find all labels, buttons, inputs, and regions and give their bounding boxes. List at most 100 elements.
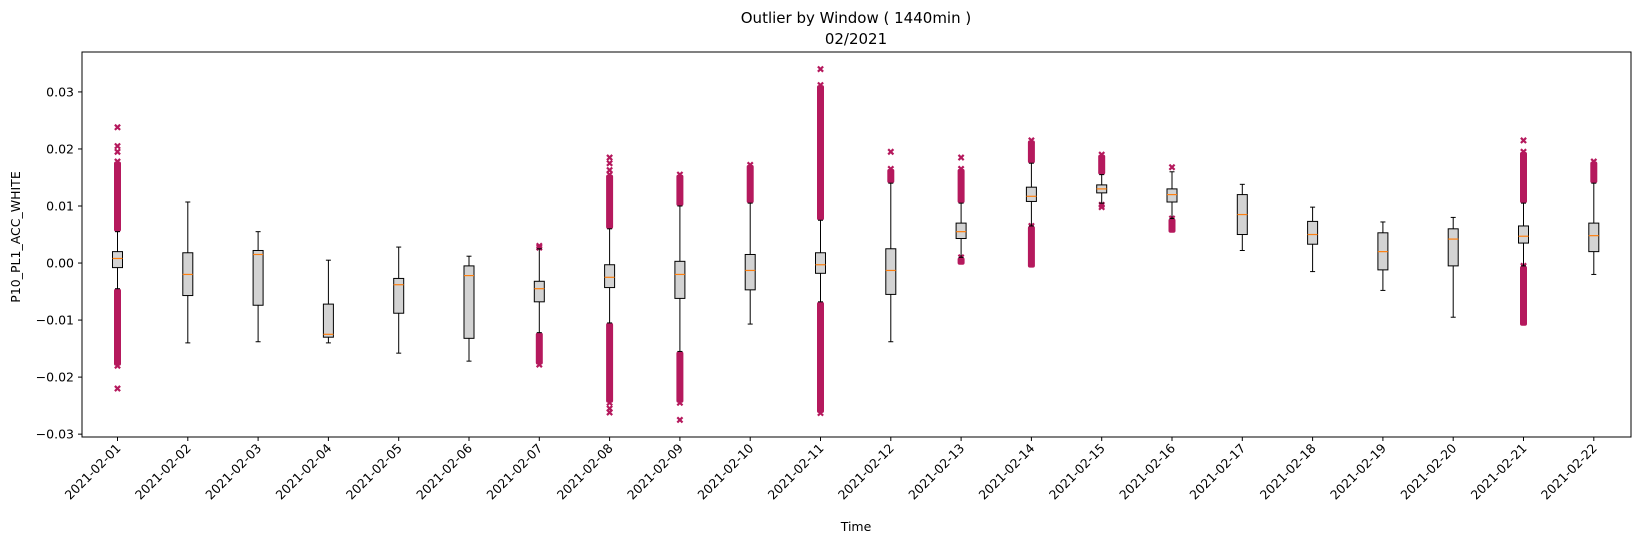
outlier-marker [746, 161, 754, 169]
outlier-marker [535, 361, 543, 368]
outlier-marker [114, 158, 121, 165]
x-tick-label: 2021-02-20 [1397, 440, 1459, 502]
outlier-marker [114, 142, 121, 150]
y-tick-label: −0.01 [36, 313, 74, 328]
outlier-band-low [1520, 265, 1527, 326]
outlier-marker [1098, 151, 1106, 159]
x-tick-label: 2021-02-19 [1327, 440, 1389, 502]
box-body [744, 253, 756, 291]
box-body [393, 277, 405, 314]
axes: −0.03 −0.02 −0.01 0.00 0.01 0.02 0.03 2021-02-0… [36, 51, 1632, 503]
outlier-marker [676, 171, 684, 179]
box-2021-02-02 [182, 201, 194, 344]
outlier-band-high [1590, 161, 1598, 184]
box-body [1025, 186, 1037, 202]
chart-subtitle: 02/2021 [825, 30, 887, 48]
x-tick-label: 2021-02-09 [624, 440, 686, 502]
x-tick-label: 2021-02-05 [343, 441, 405, 503]
box-2021-02-06 [463, 255, 475, 362]
x-tick-label: 2021-02-11 [765, 441, 827, 503]
outlier-band-high [676, 174, 684, 206]
outlier-marker [606, 405, 613, 412]
outlier-marker [1520, 137, 1527, 144]
box-body [1588, 222, 1600, 253]
x-tick-label: 2021-02-07 [483, 441, 545, 503]
x-tick-label: 2021-02-01 [62, 441, 124, 503]
y-tick-label: 0.01 [46, 199, 74, 214]
x-tick-label: 2021-02-04 [273, 440, 335, 502]
outlier-marker [817, 409, 824, 417]
y-tick-label: 0.00 [46, 256, 74, 271]
box-body [1518, 225, 1529, 244]
box-body [1307, 220, 1319, 245]
box-body [1166, 188, 1178, 203]
outlier-marker [535, 244, 543, 252]
box-body [1447, 228, 1459, 267]
x-tick-label: 2021-02-03 [202, 441, 264, 503]
outlier-band-high [817, 85, 824, 221]
x-tick-label: 2021-02-22 [1538, 441, 1600, 503]
box-2021-02-21 [1518, 137, 1529, 326]
x-tick-label: 2021-02-13 [905, 441, 967, 503]
chart-title: Outlier by Window ( 1440min ) [741, 9, 971, 27]
box-body [815, 252, 826, 274]
y-tick-label: −0.03 [36, 427, 74, 442]
outlier-band-low [817, 301, 824, 414]
outlier-marker [817, 65, 824, 73]
outlier-band-low [606, 322, 614, 403]
box-2021-02-09 [674, 171, 686, 424]
box-body [463, 265, 475, 339]
box-2021-02-20 [1447, 216, 1459, 318]
box-2021-02-22 [1588, 158, 1600, 275]
outlier-marker [1168, 163, 1176, 171]
x-axis-label: Time [840, 519, 872, 534]
x-tick-label: 2021-02-16 [1116, 440, 1178, 502]
x-tick-label: 2021-02-18 [1257, 440, 1319, 502]
box-2021-02-16 [1166, 163, 1178, 233]
x-tick-label: 2021-02-17 [1186, 441, 1248, 503]
box-body [322, 303, 334, 338]
outlier-marker [114, 123, 121, 131]
outlier-band-low [676, 351, 684, 403]
outlier-marker [887, 165, 895, 173]
y-tick-label: 0.03 [46, 84, 74, 99]
outlier-marker [535, 242, 543, 250]
x-tick-label: 2021-02-02 [132, 441, 194, 503]
outlier-marker [676, 399, 684, 407]
box-2021-02-05 [393, 246, 405, 354]
outlier-band-high [887, 168, 895, 184]
box-2021-02-07 [533, 242, 545, 368]
y-tick-label: −0.02 [36, 370, 74, 385]
outlier-band-high [114, 161, 121, 232]
box-2021-02-10 [744, 161, 756, 325]
x-tick-label: 2021-02-10 [694, 440, 756, 502]
x-tick-label: 2021-02-12 [835, 441, 897, 503]
box-2021-02-12 [885, 148, 897, 343]
outlier-marker [114, 148, 121, 156]
x-tick-label: 2021-02-15 [1046, 441, 1108, 503]
box-2021-02-04 [322, 259, 334, 344]
box-2021-02-01 [112, 123, 123, 392]
box-body [885, 248, 897, 295]
box-2021-02-14 [1025, 137, 1037, 268]
plot-area [112, 65, 1600, 424]
outlier-band-high [1520, 151, 1527, 204]
outlier-marker [1028, 137, 1035, 144]
outlier-marker [817, 81, 824, 89]
box-2021-02-03 [252, 231, 264, 343]
box-2021-02-15 [1096, 151, 1108, 211]
outlier-band-high [957, 168, 965, 204]
y-axis-label: P10_PL1_ACC_WHITE [8, 171, 23, 303]
box-body [604, 264, 616, 289]
box-2021-02-11 [815, 65, 826, 417]
outlier-marker [957, 165, 965, 173]
box-body [955, 222, 967, 240]
outlier-marker [1520, 148, 1527, 156]
box-2021-02-13 [955, 154, 967, 265]
box-body [533, 280, 545, 303]
plot-frame [81, 51, 1632, 438]
outlier-marker [1590, 158, 1598, 165]
x-tick-label: 2021-02-06 [413, 440, 475, 502]
box-2021-02-17 [1236, 183, 1248, 251]
